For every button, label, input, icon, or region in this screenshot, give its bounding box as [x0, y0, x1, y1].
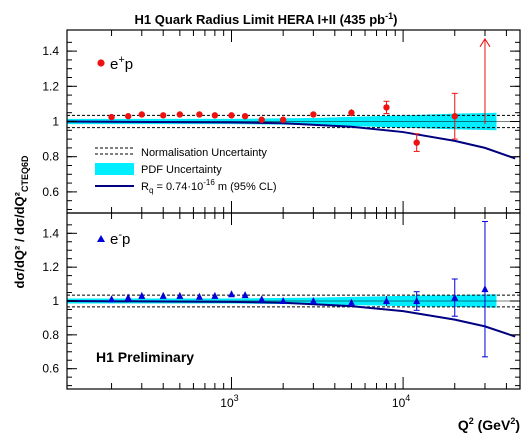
data-point-em — [258, 295, 266, 303]
legend-ep-marker — [97, 59, 105, 67]
data-point-ep — [279, 116, 287, 123]
x-tick-label: 104 — [392, 393, 410, 410]
preliminary-label: H1 Preliminary — [96, 349, 194, 365]
data-point-em — [195, 292, 203, 300]
data-point-em — [176, 291, 184, 299]
data-point-em — [211, 291, 219, 299]
x-axis-label: Q2 (GeV2) — [458, 416, 520, 433]
data-point-ep — [138, 111, 145, 118]
legend-em-marker — [97, 235, 105, 242]
data-point-ep — [228, 112, 235, 119]
data-point-em — [347, 298, 355, 306]
chart-title: H1 Quark Radius Limit HERA I+II (435 pb-… — [135, 11, 398, 27]
y-tick-label: 1.4 — [42, 44, 59, 58]
data-point-em — [241, 291, 249, 299]
quark-radius-curve — [66, 120, 516, 160]
data-point-ep — [310, 111, 317, 118]
data-point-ep — [124, 113, 132, 120]
data-point-em — [382, 297, 390, 304]
plot-area-0 — [66, 37, 520, 160]
y-tick-label: 0.8 — [42, 150, 59, 164]
data-point-em — [138, 291, 146, 299]
y-tick-label: 1.2 — [42, 79, 59, 93]
data-point-ep — [258, 116, 265, 123]
y-tick-label: 1 — [52, 294, 59, 308]
panel-ep: e+p Normalisation Uncertainty PDF Uncert… — [42, 29, 521, 214]
limit-arrow-head — [479, 37, 491, 48]
data-point-ep — [160, 112, 167, 119]
data-point-em — [227, 290, 235, 298]
data-point-ep — [211, 112, 219, 119]
plot-area-1 — [66, 220, 520, 358]
data-point-ep — [451, 113, 458, 120]
data-point-em — [108, 295, 116, 303]
y-tick-label: 1.2 — [42, 260, 59, 274]
y-tick-label: 0.6 — [42, 185, 59, 199]
legend-radius-label: Rq = 0.74·10-16 m (95% CL) — [141, 178, 277, 195]
legend-norm-label: Normalisation Uncertainty — [141, 147, 267, 159]
data-point-em — [159, 291, 167, 299]
data-point-em — [451, 293, 459, 301]
data-point-em — [413, 297, 421, 304]
panel-em-label: e-p — [110, 229, 130, 248]
data-point-ep — [176, 111, 184, 118]
data-point-em — [309, 297, 317, 304]
quark-radius-curve — [66, 300, 516, 338]
y-tick-label: 1 — [52, 115, 59, 129]
data-point-ep — [348, 109, 355, 116]
data-point-ep — [196, 111, 203, 118]
panel-ep-label: e+p — [110, 54, 133, 73]
panel-em: e-p H1 Preliminary 0.6 0.8 1 1.2 1.4 — [42, 212, 521, 390]
data-point-ep — [241, 113, 249, 120]
legend-pdf-swatch — [95, 163, 134, 175]
data-point-ep — [383, 104, 390, 111]
data-point-em — [279, 297, 287, 304]
y-axis-label: dσ/dQ² / dσ/dQ²CTEQ6D — [12, 155, 30, 289]
legend: Normalisation Uncertainty PDF Uncertaint… — [95, 147, 277, 195]
data-point-em — [481, 285, 489, 293]
data-point-em — [124, 293, 132, 301]
y-tick-label: 0.8 — [42, 328, 59, 342]
x-tick-label: 103 — [220, 393, 238, 410]
y-tick-label: 1.4 — [42, 226, 59, 240]
data-point-ep — [413, 139, 420, 146]
legend-pdf-label: PDF Uncertainty — [141, 164, 222, 176]
y-tick-label: 0.6 — [42, 362, 59, 376]
data-point-ep — [108, 113, 115, 121]
